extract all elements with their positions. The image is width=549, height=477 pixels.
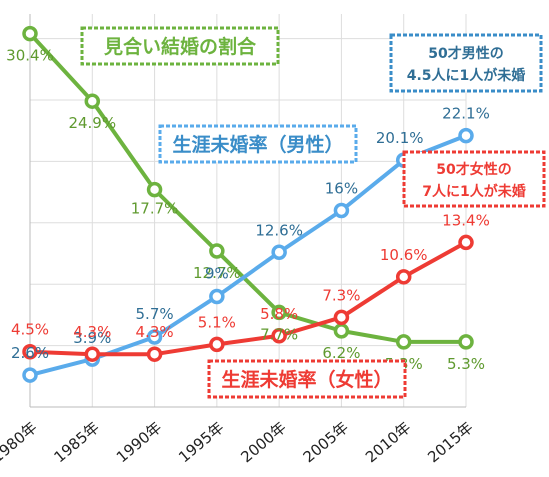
point-blue [333,202,350,219]
point-blue [458,127,474,144]
data-label-green: 12.7% [193,264,241,282]
data-label-red: 13.4% [442,211,490,229]
point-blue [22,367,38,383]
legend-box-red: 生涯未婚率（女性） [207,359,407,399]
point-green [209,243,225,259]
axes [29,14,466,408]
point-blue [146,329,163,345]
point-red [395,269,412,285]
legend-box-blue: 生涯未婚率（男性） [158,124,358,164]
data-label-blue: 20.1% [376,129,424,147]
data-label-blue: 5.7% [136,305,174,323]
data-label-red: 7.3% [322,286,360,304]
female-note-line2: 7人に1人が未婚 [422,183,525,200]
series-line-red [29,240,467,357]
series [22,25,474,383]
x-tick-label: 2005年 [300,418,352,466]
male-note-box: 50才男性の 4.5人に1人が未婚 [389,33,543,93]
x-tick-labels: 1980年 1985年 1990年 1995年 2000年 2005年 2010年 2015年 [0,418,477,466]
data-label-red: 5.8% [260,305,298,323]
data-label-blue: 12.6% [255,221,303,239]
point-green [271,304,287,321]
point-blue [271,244,287,261]
point-green [458,334,474,350]
data-label-blue: 9% [205,264,229,282]
point-green [84,93,101,109]
x-tick-label: 1980年 [0,418,41,466]
legend-label-green: 見合い結婚の割合 [104,35,257,58]
x-tick-label: 1990年 [113,418,165,466]
point-red [22,343,38,360]
data-label-red: 4.5% [11,321,49,339]
point-green [333,323,350,339]
point-red [209,336,225,353]
data-labels: 30.4%24.9%17.7%12.7%7.7%6.2%5.3%5.3%2.6%… [6,47,490,373]
point-green [146,181,163,198]
x-tick-label: 1995年 [175,418,227,466]
data-label-blue: 22.1% [442,105,490,123]
male-note-line1: 50才男性の [428,45,503,62]
data-label-green: 24.9% [68,114,116,132]
data-label-blue: 16% [325,180,358,198]
female-note-box: 50才女性の 7人に1人が未婚 [402,150,546,208]
data-label-green: 17.7% [131,200,179,218]
data-label-green: 5.3% [447,355,485,373]
point-blue [209,288,225,305]
x-tick-label: 2010年 [362,418,414,466]
data-label-red: 10.6% [380,246,428,264]
data-label-blue: 2.6% [11,344,49,362]
female-note-line1: 50才女性の [436,161,511,178]
male-note-line2: 4.5人に1人が未婚 [407,67,526,84]
point-red [84,346,101,362]
data-label-green: 30.4% [6,47,54,65]
point-green [395,334,412,350]
point-red [146,346,163,362]
series-line-green [28,32,466,344]
x-tick-label: 1985年 [51,418,103,466]
legend-label-blue: 生涯未婚率（男性） [172,133,343,156]
legend-label-red: 生涯未婚率（女性） [221,368,392,391]
point-red [458,234,474,251]
legend-box-green: 見合い結婚の割合 [80,26,280,66]
x-tick-label: 2000年 [237,418,289,466]
data-label-red: 5.1% [198,313,236,331]
point-red [271,328,287,344]
data-label-blue: 3.9% [73,329,111,347]
data-label-red: 4.3% [73,323,111,341]
data-label-green: 6.2% [322,344,360,362]
data-label-red: 4.3% [136,323,174,341]
x-tick-label: 2015年 [424,418,476,466]
point-red [333,309,350,326]
point-green [22,25,38,42]
data-label-green: 7.7% [260,325,298,343]
